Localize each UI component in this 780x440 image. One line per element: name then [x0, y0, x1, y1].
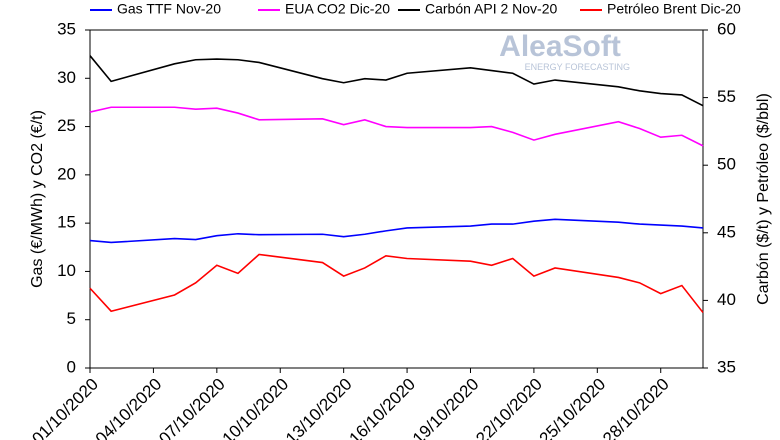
y-axis-label: Gas (€/MWh) y CO2 (€/t): [29, 110, 46, 288]
series-line: [89, 253, 704, 314]
legend-label: Carbón API 2 Nov-20: [425, 1, 558, 17]
series-line: [89, 106, 704, 147]
y-tick-label: 0: [67, 357, 76, 376]
legend-label: EUA CO2 Dic-20: [285, 1, 390, 17]
logo-subtitle: ENERGY FORECASTING: [525, 62, 630, 72]
x-tick-label: 19/10/2020: [409, 375, 483, 440]
y2-tick-label: 55: [717, 87, 736, 106]
x-tick-label: 10/10/2020: [219, 375, 293, 440]
y-tick-label: 25: [57, 116, 76, 135]
legend-label: Petróleo Brent Dic-20: [607, 1, 741, 17]
y2-tick-label: 40: [717, 290, 736, 309]
y-tick-label: 20: [57, 164, 76, 183]
y-tick-label: 10: [57, 261, 76, 280]
y2-axis-label: Carbón ($/t) y Petróleo ($/bbl): [755, 93, 772, 305]
x-tick-label: 01/10/2020: [28, 375, 102, 440]
x-tick-label: 25/10/2020: [536, 375, 610, 440]
x-tick-label: 22/10/2020: [472, 375, 546, 440]
plot-frame: [89, 29, 704, 369]
x-tick-label: 13/10/2020: [282, 375, 356, 440]
x-tick-label: 28/10/2020: [599, 375, 673, 440]
y2-tick-label: 35: [717, 357, 736, 376]
y-tick-label: 35: [57, 19, 76, 38]
series-line: [89, 218, 704, 244]
x-tick-label: 04/10/2020: [92, 375, 166, 440]
x-tick-label: 16/10/2020: [345, 375, 419, 440]
y-tick-label: 15: [57, 213, 76, 232]
y2-tick-label: 45: [717, 222, 736, 241]
y2-tick-label: 60: [717, 19, 736, 38]
logo: AleaSoft: [499, 30, 621, 63]
y2-tick-label: 50: [717, 155, 736, 174]
x-tick-label: 07/10/2020: [155, 375, 229, 440]
series-line: [89, 55, 704, 107]
y-tick-label: 30: [57, 68, 76, 87]
y-tick-label: 5: [67, 309, 76, 328]
legend-label: Gas TTF Nov-20: [117, 1, 221, 17]
